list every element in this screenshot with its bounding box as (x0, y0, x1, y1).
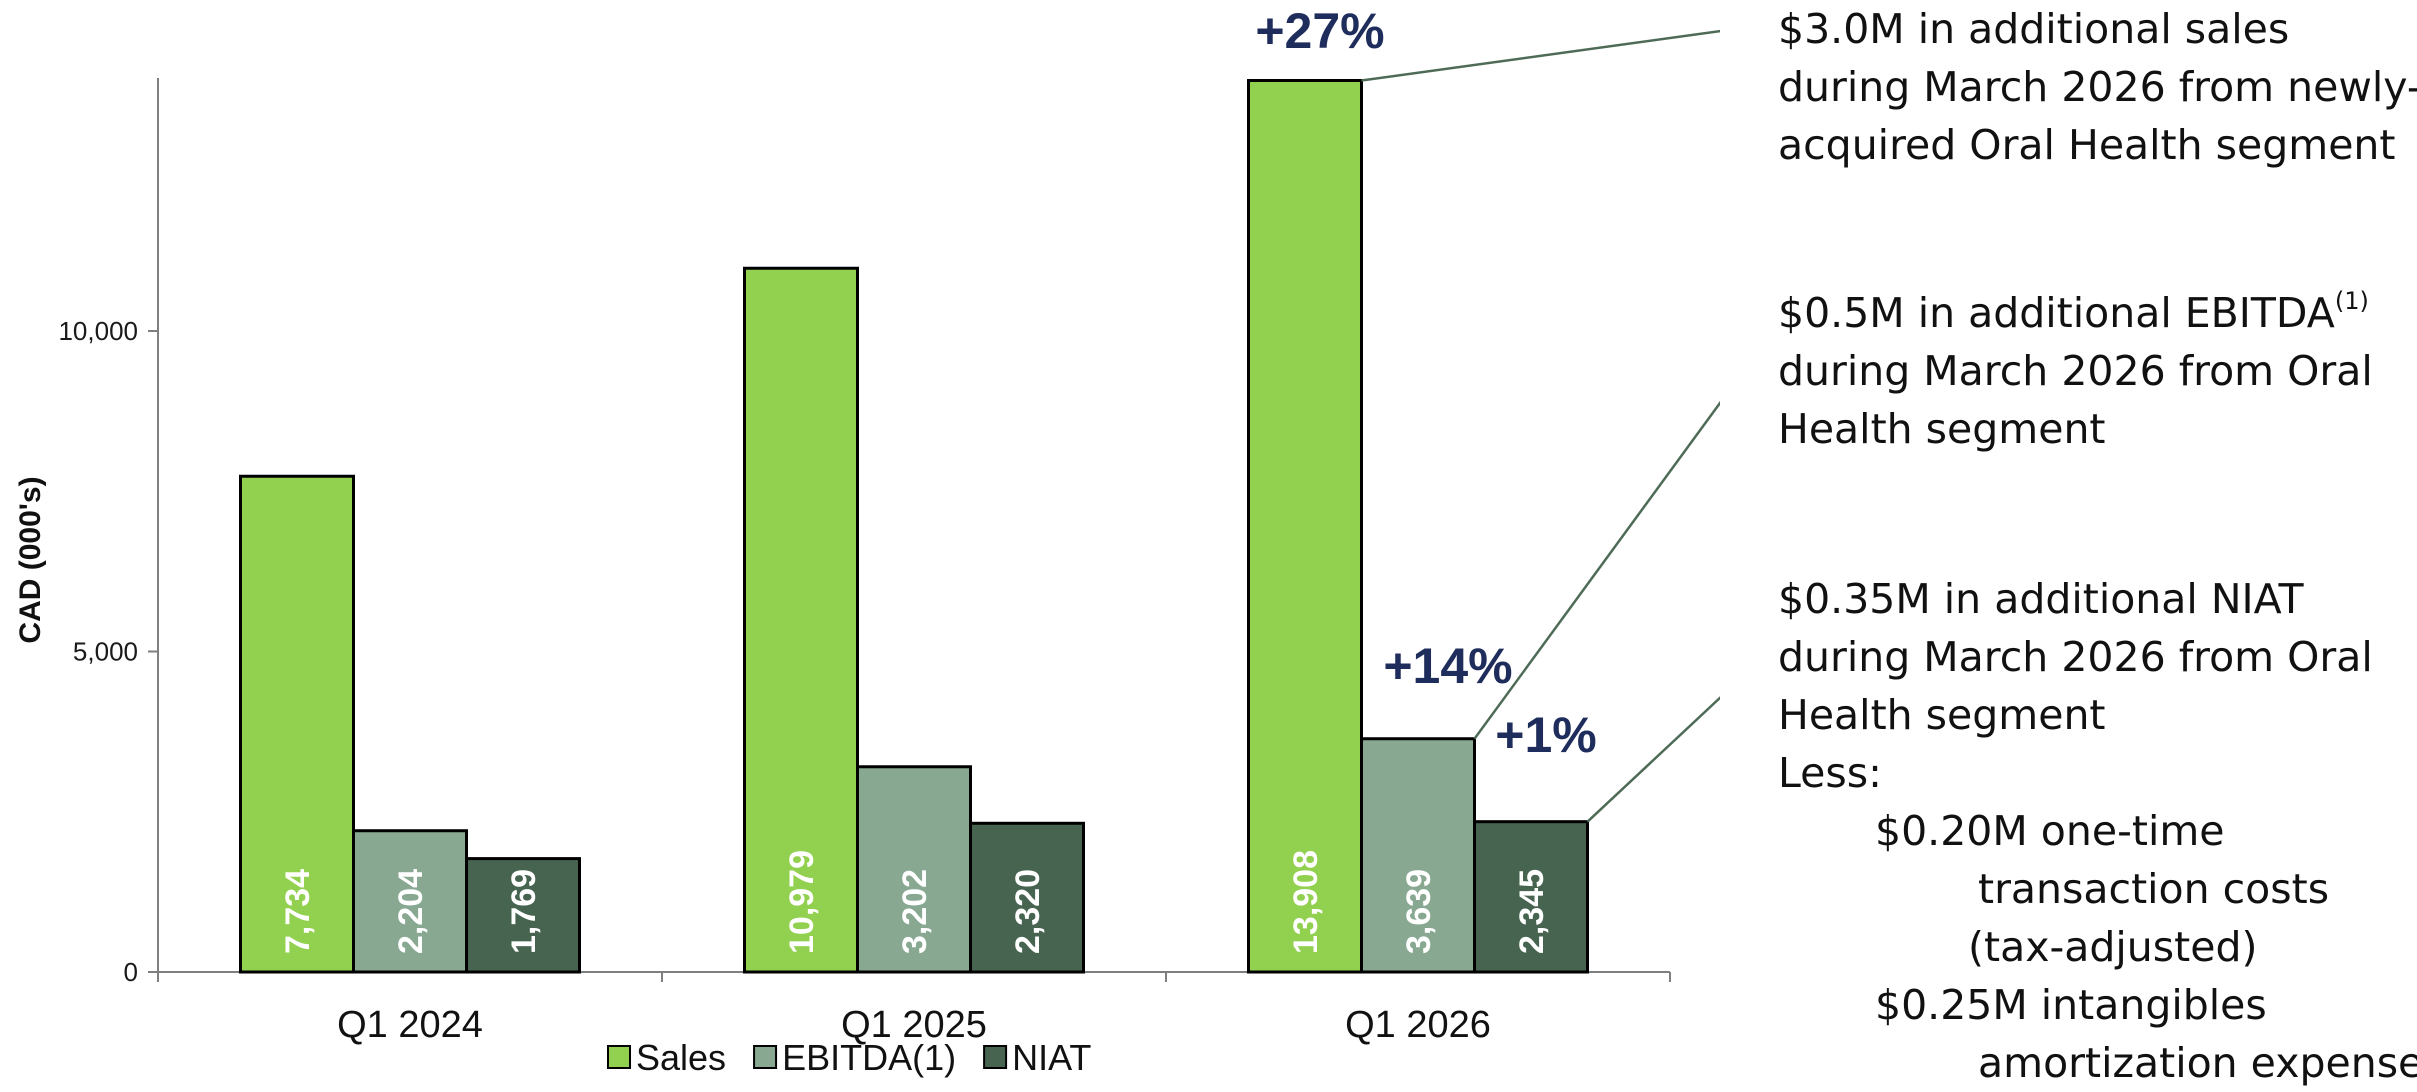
callout-arrow (1473, 400, 1720, 740)
footnote-marker: (1) (2334, 287, 2369, 315)
ebitda-callout-line: $0.5M in additional EBITDA(1) (1778, 284, 2373, 342)
bar-niat (1473, 820, 1589, 974)
sales-callout-line: acquired Oral Health segment (1778, 121, 2396, 169)
ebitda-callout-line: during March 2026 from Oral (1778, 347, 2373, 395)
bar-sales (743, 266, 859, 974)
deduction-item: $0.25M intangibles (1875, 981, 2267, 1029)
callout-arrow (1361, 29, 1720, 82)
growth-annotation: +14% (1383, 638, 1512, 694)
ebitda-callout-line: Health segment (1778, 405, 2106, 453)
legend-label: Sales (636, 1037, 726, 1078)
bar-ebitda-1 (856, 765, 972, 974)
ebitda-callout: $0.5M in additional EBITDA(1) during Mar… (1778, 284, 2373, 458)
niat-callout-line: Health segment (1778, 691, 2106, 739)
bar-value-label: 1,769 (505, 869, 543, 954)
less-label: Less: (1778, 749, 1882, 797)
ebitda-callout-text: $0.5M in additional EBITDA (1778, 289, 2335, 337)
category-labels: Q1 2024 Q1 2025 Q1 2026 (337, 1004, 1491, 1046)
bar-value-label: 3,202 (896, 869, 934, 954)
y-tick-label: 10,000 (58, 316, 138, 346)
y-tick-label: 0 (124, 957, 138, 987)
tick-labels: 0 5,000 10,000 (58, 316, 138, 987)
legend-label: EBITDA(1) (782, 1037, 956, 1078)
bar-labels: 7,734 2,204 1,769 10,979 3,202 2,320 13,908 3,6… (279, 850, 1551, 954)
bar-ebitda-1 (1360, 737, 1476, 974)
growth-annotations: +27% +14% +1% (1255, 3, 1596, 763)
growth-annotation: +27% (1255, 3, 1384, 59)
bar-value-label: 2,204 (392, 869, 430, 954)
sales-callout-line: $3.0M in additional sales (1778, 5, 2290, 53)
bar-niat (465, 857, 581, 974)
bar-niat (969, 821, 1085, 974)
bar-value-label: 3,639 (1400, 869, 1438, 954)
niat-callout: $0.35M in additional NIAT during March 2… (1778, 570, 2417, 1092)
legend-label: NIAT (1012, 1037, 1091, 1078)
deduction-item-cont: amortization expense (1978, 1039, 2417, 1087)
growth-annotation: +1% (1495, 707, 1596, 763)
sales-callout-line: during March 2026 from newly- (1778, 63, 2417, 111)
bar-value-label: 2,320 (1009, 869, 1047, 954)
bar-sales (239, 474, 355, 974)
legend-swatch (607, 1045, 631, 1069)
deduction-item: $0.20M one-time (1875, 807, 2225, 855)
bar-value-label: 2,345 (1513, 869, 1551, 954)
y-tick-label: 5,000 (73, 637, 138, 667)
bar-value-label: 13,908 (1287, 850, 1325, 954)
deduction-item-cont: transaction costs (1978, 865, 2330, 913)
niat-callout-line: during March 2026 from Oral (1778, 633, 2373, 681)
category-label: Q1 2026 (1345, 1004, 1491, 1046)
sales-callout: $3.0M in additional sales during March 2… (1778, 0, 2417, 174)
bars (239, 78, 1589, 974)
callout-arrows (1361, 29, 1720, 823)
deduction-item-cont: (tax-adjusted) (1968, 923, 2258, 971)
bar-ebitda-1 (352, 829, 468, 974)
y-axis-label: CAD (000's) (14, 476, 47, 643)
callout-arrow (1586, 696, 1720, 823)
legend-swatch (983, 1045, 1008, 1069)
bar-value-label: 7,734 (279, 869, 317, 954)
bar-value-label: 10,979 (783, 850, 821, 954)
legend: Sales EBITDA(1) NIAT (607, 1037, 1091, 1078)
category-label: Q1 2024 (337, 1004, 483, 1046)
category-label: Q1 2025 (841, 1004, 987, 1046)
bar-chart: 7,734 2,204 1,769 10,979 3,202 2,320 13,908 3,6… (14, 3, 1720, 1078)
niat-callout-line: $0.35M in additional NIAT (1778, 575, 2304, 623)
bar-sales (1247, 78, 1363, 974)
legend-swatch (753, 1045, 778, 1069)
